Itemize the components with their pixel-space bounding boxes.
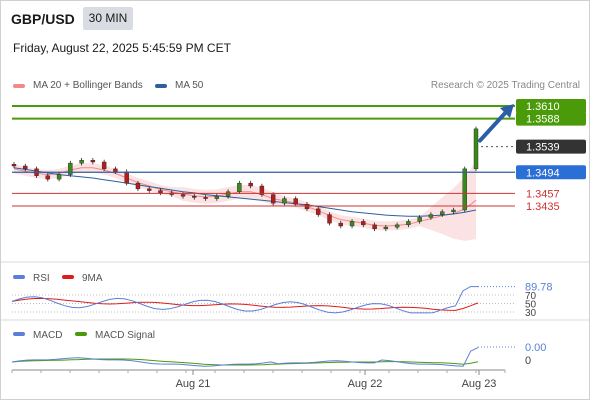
level-label: 1.3539 xyxy=(526,142,560,154)
candle-body xyxy=(135,182,141,190)
legend-ma20: MA 20 + Bollinger Bands xyxy=(13,80,143,91)
macd-legend-label: MACD xyxy=(33,330,62,341)
candle-body xyxy=(327,214,332,224)
macd-signal-legend-label: MACD Signal xyxy=(95,330,155,341)
candle-body xyxy=(214,196,220,199)
candle-body xyxy=(304,204,310,210)
candle-body xyxy=(56,174,62,180)
rsi-line xyxy=(11,286,478,314)
symbol-title: GBP/USD xyxy=(11,11,75,27)
candle-body xyxy=(101,161,107,170)
rsi-legend-label: RSI xyxy=(33,273,50,284)
forecast-arrow-head xyxy=(500,104,514,118)
macd-line xyxy=(11,347,479,367)
candle-body xyxy=(113,168,118,172)
candle-body xyxy=(428,214,434,218)
ma20-swatch xyxy=(13,83,25,88)
level-label: 1.3610 xyxy=(526,101,560,113)
candle-body xyxy=(293,198,298,205)
candle-body xyxy=(203,197,208,199)
rsi-level-label: 50 xyxy=(525,300,537,311)
rsi-swatch xyxy=(13,275,25,279)
candle-body xyxy=(406,221,411,226)
rsi-ma-legend-label: 9MA xyxy=(82,273,103,284)
x-tick-label: Aug 21 xyxy=(176,378,211,390)
candle-body xyxy=(462,168,467,211)
candle-body xyxy=(439,211,445,215)
candle-body xyxy=(124,171,129,184)
rsi-ma-swatch xyxy=(62,275,74,279)
candle-body xyxy=(147,188,152,191)
candle-body xyxy=(79,160,84,164)
level-label-bg xyxy=(516,99,586,113)
candle-body xyxy=(192,196,197,198)
chart-header: GBP/USD 30 MIN Friday, August 22, 2025 5… xyxy=(0,0,590,75)
level-label-bg xyxy=(516,111,586,126)
forecast-arrow-shaft xyxy=(478,109,509,143)
legend-ma20-label: MA 20 + Bollinger Bands xyxy=(33,80,143,91)
candle-body xyxy=(338,222,343,227)
level-label: 1.3457 xyxy=(526,188,560,200)
candle-body xyxy=(248,182,253,187)
legend-ma50-label: MA 50 xyxy=(175,80,204,91)
price-layer xyxy=(11,126,479,241)
rsi-ma-line xyxy=(11,297,479,311)
x-tick-label: Aug 22 xyxy=(348,378,383,390)
macd-layer: 00.00 xyxy=(11,342,546,367)
rsi-level-label: 70 xyxy=(525,291,537,302)
ma50-swatch xyxy=(155,83,167,88)
candle-body xyxy=(372,224,377,230)
candle-body xyxy=(451,209,456,212)
macd-signal-swatch xyxy=(75,332,87,336)
candle-body xyxy=(282,198,287,204)
candle-body xyxy=(90,160,96,163)
rsi-last-value: 89.78 xyxy=(525,282,553,294)
candle-body xyxy=(349,221,355,227)
candle-body xyxy=(394,224,400,228)
candle-body xyxy=(68,162,73,175)
research-credit: Research © 2025 Trading Central xyxy=(430,80,580,91)
ma50-line xyxy=(13,167,477,217)
macd-swatch xyxy=(13,332,25,336)
rsi-level-label: 30 xyxy=(525,308,537,319)
level-label: 1.3435 xyxy=(526,201,560,213)
candle-body xyxy=(237,182,242,192)
datetime-label: Friday, August 22, 2025 5:45:59 PM CET xyxy=(13,41,231,55)
candle-body xyxy=(316,208,321,215)
timeframe-badge[interactable]: 30 MIN xyxy=(83,7,133,30)
macd-zero-label: 0 xyxy=(525,355,531,367)
macd-last-value: 0.00 xyxy=(525,342,546,354)
candle-body xyxy=(270,194,276,204)
level-label: 1.3588 xyxy=(526,114,560,126)
legend-ma50: MA 50 xyxy=(155,80,203,91)
candle-body xyxy=(383,226,389,230)
candle-body xyxy=(11,164,17,167)
candle-body xyxy=(45,175,51,180)
x-axis-ticks: Aug 21 Aug 22 Aug 23 xyxy=(11,370,506,390)
candle-body xyxy=(361,221,366,226)
level-label-bg xyxy=(516,139,586,154)
candle-body xyxy=(259,185,265,195)
level-label: 1.3494 xyxy=(526,167,560,179)
candle-body xyxy=(417,217,422,222)
x-tick-label: Aug 23 xyxy=(462,378,497,390)
bollinger-band xyxy=(14,161,476,241)
level-label-bg xyxy=(516,165,586,180)
candle-body xyxy=(180,194,186,197)
candle-body xyxy=(158,190,163,194)
candle-body xyxy=(225,191,231,197)
candle-body xyxy=(23,165,28,170)
candle-body xyxy=(473,128,479,170)
